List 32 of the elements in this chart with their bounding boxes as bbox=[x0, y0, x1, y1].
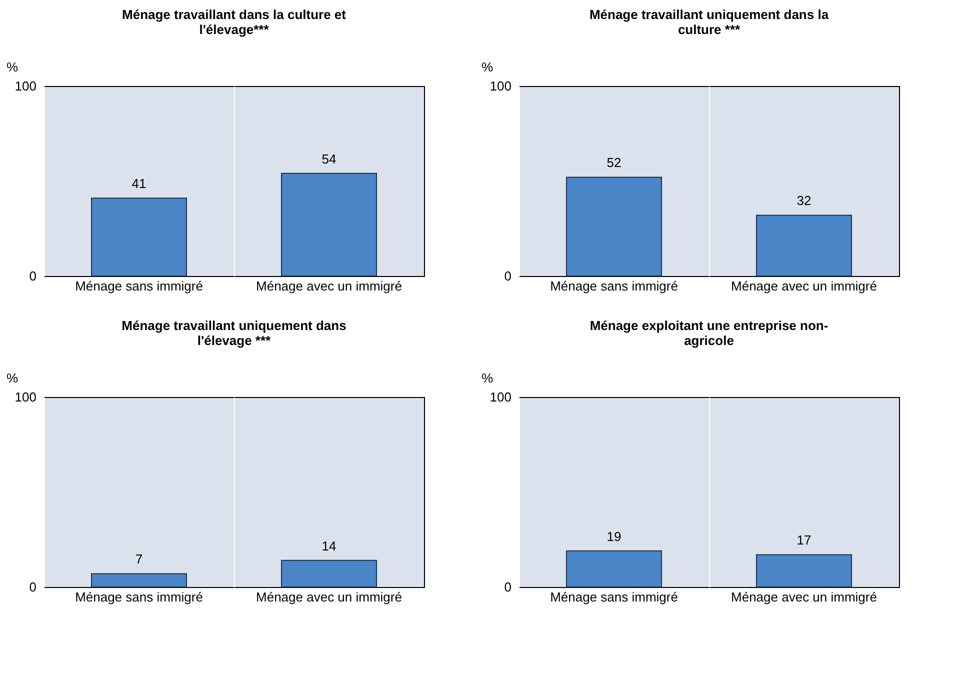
x-tick-label: Ménage sans immigré bbox=[75, 278, 203, 294]
x-tick-label: Ménage avec un immigré bbox=[256, 278, 402, 294]
data-label: 41 bbox=[132, 176, 146, 192]
y-tick-label: 100 bbox=[14, 78, 36, 94]
data-label: 7 bbox=[135, 552, 143, 567]
chart-title: Ménage travaillant uniquement dans la culture *** bbox=[589, 7, 830, 37]
data-label: 19 bbox=[606, 528, 622, 544]
x-tick-label: Ménage sans immigré bbox=[550, 590, 678, 604]
y-axis-title: % bbox=[482, 370, 494, 386]
y-tick-label: 0 bbox=[504, 580, 512, 594]
x-tick-label: Ménage avec un immigré bbox=[731, 278, 877, 294]
data-label: 32 bbox=[796, 193, 812, 208]
y-tick-label: 0 bbox=[504, 268, 512, 284]
data-label: 17 bbox=[796, 532, 812, 548]
x-tick-label: Ménage avec un immigré bbox=[256, 590, 402, 604]
y-tick-label: 0 bbox=[29, 580, 36, 594]
data-label: 14 bbox=[322, 538, 336, 554]
data-label: 54 bbox=[322, 151, 336, 166]
x-tick-label: Ménage avec un immigré bbox=[731, 590, 877, 604]
y-tick-label: 0 bbox=[29, 268, 36, 284]
y-axis-title: % bbox=[482, 60, 494, 74]
data-label: 52 bbox=[606, 155, 622, 170]
chart-title: Ménage travaillant uniquement dans l'élevage *** bbox=[122, 318, 346, 348]
y-tick-label: 100 bbox=[490, 78, 512, 94]
y-tick-label: 100 bbox=[14, 390, 36, 404]
y-tick-label: 100 bbox=[490, 390, 512, 404]
chart-title: Ménage exploitant une entreprise non-agricole bbox=[590, 318, 828, 348]
chart-title: Ménage travaillant dans la culture et l'élevage*** bbox=[122, 7, 347, 37]
x-tick-label: Ménage sans immigré bbox=[550, 278, 678, 294]
y-axis-title: % bbox=[6, 60, 18, 74]
x-tick-label: Ménage sans immigré bbox=[75, 590, 203, 604]
y-axis-title: % bbox=[6, 370, 18, 386]
